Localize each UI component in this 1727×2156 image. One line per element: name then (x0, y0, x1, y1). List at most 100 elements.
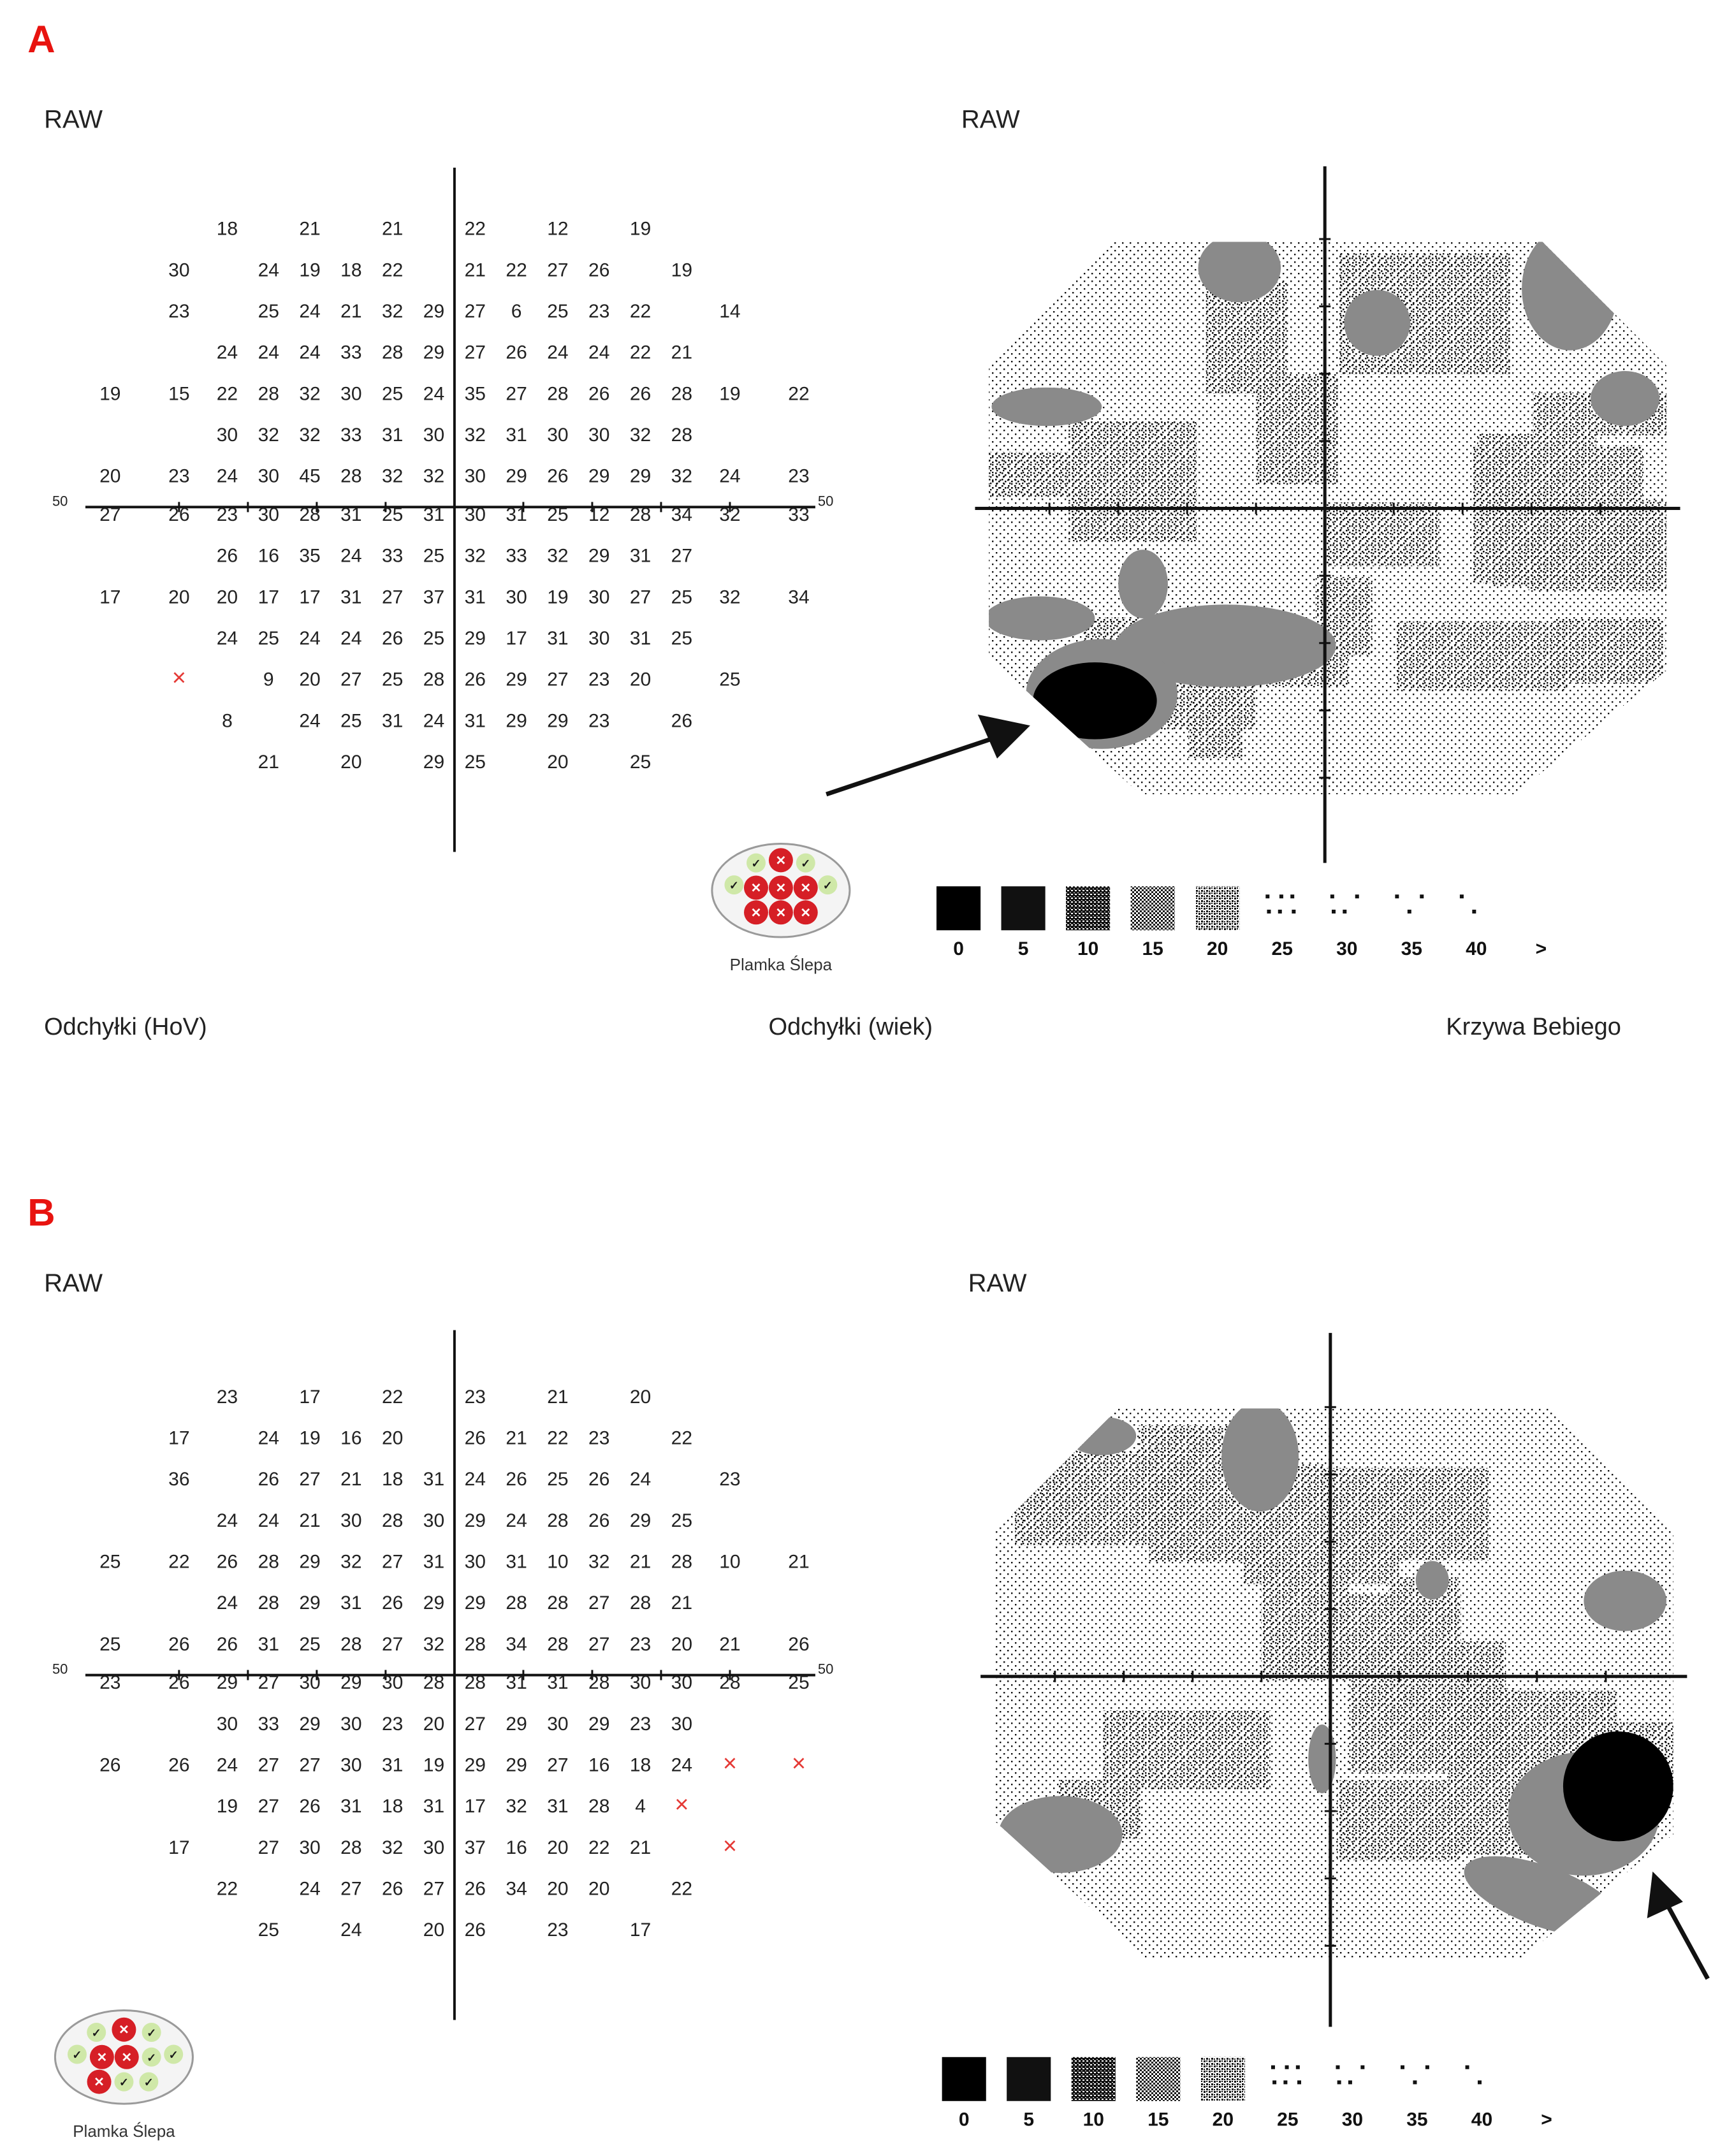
blindspot-marker: × (674, 1791, 689, 1818)
threshold-value: 32 (340, 1551, 361, 1572)
arrow-shaft (826, 732, 1003, 797)
threshold-value: 10 (719, 1551, 740, 1572)
threshold-value: 19 (299, 259, 320, 280)
cross-icon: ✕ (751, 906, 762, 920)
blindspot-fail (793, 900, 818, 925)
threshold-value: 15 (168, 383, 189, 404)
threshold-value: 24 (258, 259, 279, 280)
check-icon: ✓ (72, 2048, 82, 2061)
threshold-value: 28 (547, 383, 568, 404)
threshold-value: 29 (465, 1510, 486, 1531)
legend-label: 15 (1142, 938, 1163, 959)
threshold-value: 28 (719, 1672, 740, 1693)
panel-letter: B (27, 1191, 55, 1234)
field-region (1325, 502, 1439, 567)
threshold-value: 29 (465, 1754, 486, 1775)
legend-dot (1355, 894, 1359, 899)
check-icon: ✓ (92, 2027, 101, 2039)
threshold-value: 27 (382, 1551, 403, 1572)
legend-label: 25 (1277, 2109, 1298, 2131)
threshold-value: 30 (588, 586, 609, 608)
threshold-value: 28 (340, 1634, 361, 1655)
legend-dot (1337, 2080, 1341, 2085)
threshold-value: 32 (382, 1837, 403, 1858)
defect-region (1522, 242, 1619, 351)
legend-swatch (1459, 894, 1476, 914)
threshold-value: 26 (547, 466, 568, 487)
threshold-value: 29 (217, 1672, 238, 1693)
threshold-value: 27 (547, 1754, 568, 1775)
threshold-value: 28 (258, 383, 279, 404)
threshold-value: 32 (588, 1551, 609, 1572)
blindspot-pass (114, 2072, 134, 2092)
threshold-value: 30 (340, 1754, 361, 1775)
threshold-value: 28 (382, 1510, 403, 1531)
threshold-value: 26 (217, 546, 238, 567)
threshold-value: 20 (423, 1919, 444, 1941)
threshold-value: 24 (340, 1919, 361, 1941)
blindspot-fail (768, 900, 793, 925)
threshold-value: 27 (258, 1672, 279, 1693)
defect-region (1067, 1417, 1137, 1455)
threshold-value: 30 (340, 1714, 361, 1735)
legend-swatch-fill (1001, 886, 1046, 931)
threshold-value: 17 (168, 1837, 189, 1858)
threshold-value: 23 (168, 301, 189, 322)
threshold-value: 33 (340, 342, 361, 363)
field-region (1261, 1559, 1349, 1680)
legend-label: 30 (1342, 2109, 1363, 2131)
threshold-value: 19 (217, 1796, 238, 1817)
threshold-value: 34 (506, 1634, 527, 1655)
blindspot-pass (142, 2047, 161, 2067)
legend-label: 10 (1077, 938, 1098, 959)
threshold-value: 29 (423, 301, 444, 322)
threshold-value: 27 (258, 1754, 279, 1775)
threshold-value: 25 (547, 301, 568, 322)
threshold-value: 27 (671, 546, 692, 567)
threshold-value: 22 (671, 1427, 692, 1448)
threshold-value: 29 (588, 466, 609, 487)
threshold-value: 32 (258, 425, 279, 446)
threshold-value: 20 (423, 1714, 444, 1735)
legend-swatch (1401, 2065, 1429, 2085)
threshold-value: 28 (630, 1592, 651, 1613)
defect-region (989, 596, 1095, 641)
threshold-value: 20 (382, 1427, 403, 1448)
threshold-value: 12 (547, 219, 568, 240)
threshold-value: 27 (382, 586, 403, 608)
threshold-value: 20 (671, 1634, 692, 1655)
threshold-value: 31 (382, 425, 403, 446)
threshold-value: 28 (588, 1796, 609, 1817)
threshold-value: 17 (99, 586, 120, 608)
threshold-value: 25 (99, 1634, 120, 1655)
legend-dot (1413, 2080, 1417, 2085)
threshold-value: 26 (788, 1634, 809, 1655)
cross-icon: ✕ (751, 881, 762, 895)
legend-label: 0 (953, 938, 964, 959)
threshold-value: 21 (671, 1592, 692, 1613)
threshold-value: 26 (465, 1878, 486, 1899)
threshold-value: 26 (217, 1551, 238, 1572)
axis-label-right: 50 (818, 1661, 833, 1677)
threshold-value: 27 (465, 342, 486, 363)
arrow-shaft (1664, 1902, 1710, 1980)
threshold-value: 32 (671, 466, 692, 487)
arrow-head (1647, 1871, 1683, 1919)
blindspot-fail (768, 875, 793, 900)
threshold-value: 26 (506, 1469, 527, 1490)
threshold-value: 28 (630, 504, 651, 525)
legend-label: 5 (1023, 2109, 1034, 2131)
field-region (1473, 446, 1643, 583)
field-region (1317, 1468, 1489, 1561)
field-region (989, 451, 1083, 498)
threshold-value: 33 (340, 425, 361, 446)
legend-label: 35 (1406, 2109, 1427, 2131)
threshold-value: 21 (299, 219, 320, 240)
defect-region (998, 1796, 1123, 1873)
legend-label: 20 (1207, 938, 1228, 959)
defect-region (1591, 370, 1660, 426)
threshold-value: 20 (217, 586, 238, 608)
threshold-value: 32 (423, 466, 444, 487)
threshold-value: 30 (258, 504, 279, 525)
